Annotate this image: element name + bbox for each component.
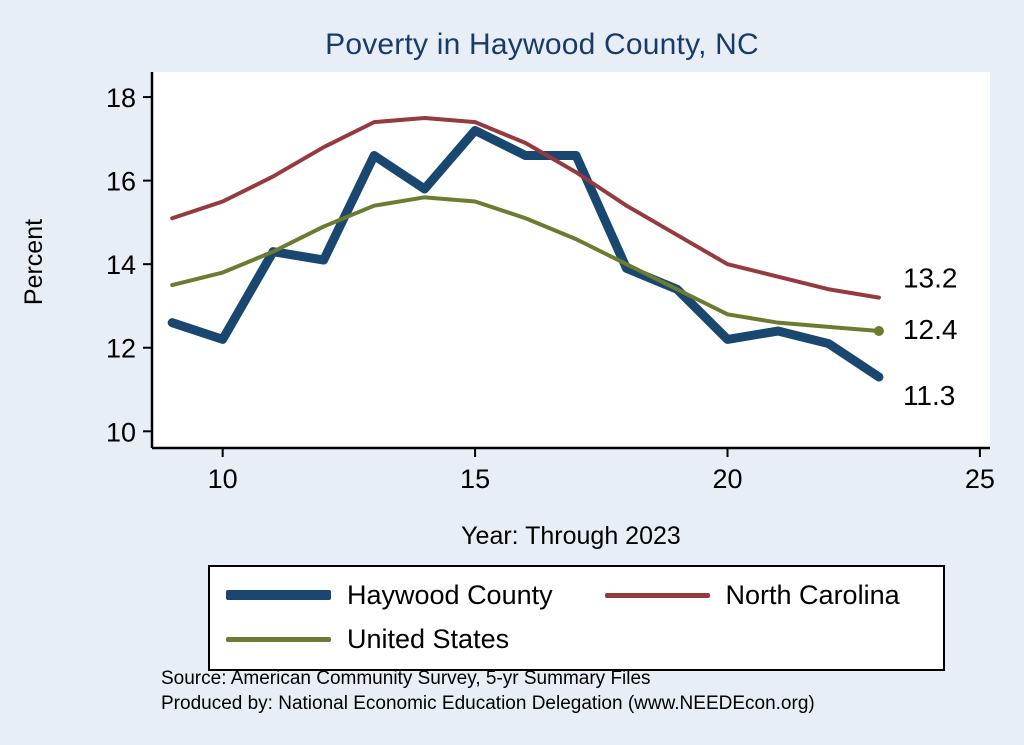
line-haywood-county bbox=[167, 125, 884, 382]
legend-item-united-states: United States bbox=[226, 619, 605, 659]
line-united-states bbox=[170, 195, 881, 334]
y-axis-title: Percent bbox=[20, 218, 48, 306]
legend-item-haywood-county: Haywood County bbox=[226, 575, 605, 615]
y-tick-label: 16 bbox=[106, 167, 136, 197]
legend-label-haywood-county: Haywood County bbox=[347, 579, 553, 610]
chart-plot: 10 12 14 16 18 10 15 20 25 11.3 13.2 12.4 bbox=[106, 72, 995, 494]
legend-label-united-states: United States bbox=[347, 623, 510, 654]
end-label-united-states: 12.4 bbox=[903, 314, 958, 345]
legend: Haywood County North Carolina United Sta… bbox=[208, 565, 945, 671]
plot-area bbox=[152, 72, 990, 448]
end-label-north-carolina: 13.2 bbox=[903, 263, 958, 294]
legend-swatch-united-states bbox=[226, 636, 331, 642]
y-tick-label: 18 bbox=[106, 83, 136, 113]
end-label-haywood-county: 11.3 bbox=[903, 380, 955, 411]
source-line: Source: American Community Survey, 5-yr … bbox=[161, 668, 651, 689]
x-axis-title: Year: Through 2023 bbox=[461, 522, 681, 550]
x-tick-label: 25 bbox=[965, 464, 995, 494]
y-tick-label: 10 bbox=[106, 417, 136, 447]
line-north-carolina bbox=[170, 115, 881, 300]
end-marker-united-states bbox=[873, 326, 884, 337]
source-note: Source: American Community Survey, 5-yr … bbox=[161, 666, 815, 716]
y-tick-label: 14 bbox=[106, 250, 136, 280]
legend-swatch-haywood-county bbox=[226, 590, 331, 600]
producer-line: Produced by: National Economic Education… bbox=[161, 693, 815, 714]
chart-title: Poverty in Haywood County, NC bbox=[325, 28, 759, 61]
legend-swatch-north-carolina bbox=[604, 592, 710, 598]
legend-label-north-carolina: North Carolina bbox=[725, 579, 900, 610]
x-tick-label: 10 bbox=[208, 464, 238, 494]
x-tick-label: 20 bbox=[712, 464, 742, 494]
legend-item-north-carolina: North Carolina bbox=[604, 575, 927, 615]
x-tick-label: 15 bbox=[460, 464, 490, 494]
y-tick-label: 12 bbox=[106, 334, 136, 364]
